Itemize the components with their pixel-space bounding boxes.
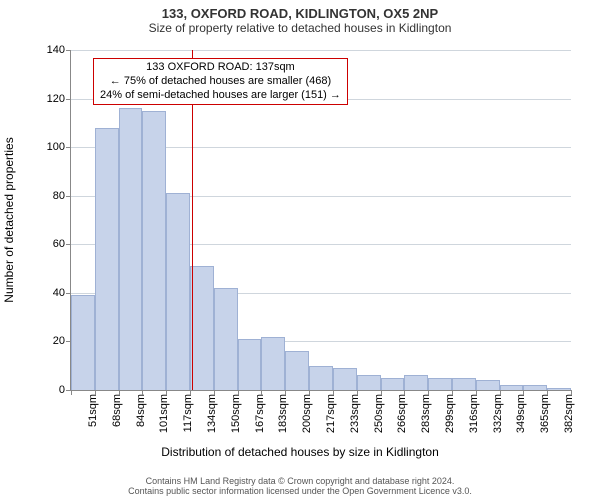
xtick-mark: [214, 390, 215, 395]
xtick-label: 150sqm: [230, 394, 242, 433]
histogram-bar: [214, 288, 238, 390]
xtick-mark: [357, 390, 358, 395]
xtick-mark: [404, 390, 405, 395]
xtick-label: 183sqm: [277, 394, 289, 433]
xtick-label: 68sqm: [111, 394, 123, 427]
histogram-bar: [166, 193, 190, 390]
ytick-label: 60: [53, 238, 71, 250]
xtick-mark: [571, 390, 572, 395]
histogram-bar: [285, 351, 309, 390]
xtick-mark: [309, 390, 310, 395]
xtick-mark: [119, 390, 120, 395]
xtick-label: 101sqm: [158, 394, 170, 433]
y-axis-title: Number of detached properties: [2, 137, 16, 302]
footer-line-2: Contains public sector information licen…: [0, 486, 600, 496]
xtick-mark: [142, 390, 143, 395]
histogram-bar: [333, 368, 357, 390]
annotation-line: ← 75% of detached houses are smaller (46…: [100, 75, 341, 89]
histogram-bar: [476, 380, 500, 390]
xtick-label: 365sqm: [539, 394, 551, 433]
x-axis-title: Distribution of detached houses by size …: [0, 445, 600, 459]
xtick-label: 233sqm: [349, 394, 361, 433]
xtick-mark: [190, 390, 191, 395]
annotation-line: 24% of semi-detached houses are larger (…: [100, 89, 341, 103]
histogram-bar: [547, 388, 571, 390]
ytick-label: 140: [47, 44, 71, 56]
histogram-bar: [119, 108, 143, 390]
xtick-mark: [428, 390, 429, 395]
footer-line-1: Contains HM Land Registry data © Crown c…: [0, 476, 600, 486]
xtick-label: 382sqm: [563, 394, 575, 433]
xtick-label: 200sqm: [301, 394, 313, 433]
xtick-mark: [333, 390, 334, 395]
xtick-label: 51sqm: [87, 394, 99, 427]
histogram-bar: [190, 266, 214, 390]
footer-attribution: Contains HM Land Registry data © Crown c…: [0, 476, 600, 496]
ytick-label: 80: [53, 190, 71, 202]
xtick-label: 316sqm: [468, 394, 480, 433]
xtick-mark: [166, 390, 167, 395]
histogram-bar: [142, 111, 166, 390]
ytick-label: 100: [47, 141, 71, 153]
xtick-mark: [238, 390, 239, 395]
xtick-mark: [523, 390, 524, 395]
xtick-label: 299sqm: [444, 394, 456, 433]
xtick-mark: [95, 390, 96, 395]
xtick-mark: [500, 390, 501, 395]
xtick-mark: [261, 390, 262, 395]
histogram-bar: [452, 378, 476, 390]
xtick-mark: [547, 390, 548, 395]
annotation-box: 133 OXFORD ROAD: 137sqm← 75% of detached…: [93, 58, 348, 105]
xtick-label: 84sqm: [135, 394, 147, 427]
xtick-mark: [476, 390, 477, 395]
xtick-label: 250sqm: [373, 394, 385, 433]
ytick-label: 40: [53, 287, 71, 299]
xtick-label: 283sqm: [420, 394, 432, 433]
histogram-bar: [357, 375, 381, 390]
ytick-label: 120: [47, 93, 71, 105]
histogram-bar: [523, 385, 547, 390]
xtick-label: 332sqm: [492, 394, 504, 433]
xtick-mark: [452, 390, 453, 395]
xtick-mark: [381, 390, 382, 395]
histogram-bar: [381, 378, 405, 390]
xtick-label: 349sqm: [515, 394, 527, 433]
chart-title-main: 133, OXFORD ROAD, KIDLINGTON, OX5 2NP: [0, 0, 600, 21]
histogram-bar: [404, 375, 428, 390]
xtick-mark: [71, 390, 72, 395]
xtick-label: 266sqm: [396, 394, 408, 433]
annotation-line: 133 OXFORD ROAD: 137sqm: [100, 61, 341, 75]
chart-title-sub: Size of property relative to detached ho…: [0, 21, 600, 35]
xtick-label: 167sqm: [254, 394, 266, 433]
xtick-label: 134sqm: [206, 394, 218, 433]
xtick-mark: [285, 390, 286, 395]
histogram-bar: [71, 295, 95, 390]
histogram-bar: [428, 378, 452, 390]
gridline: [71, 50, 571, 51]
xtick-label: 217sqm: [325, 394, 337, 433]
histogram-bar: [500, 385, 524, 390]
histogram-bar: [309, 366, 333, 390]
ytick-label: 20: [53, 335, 71, 347]
xtick-label: 117sqm: [182, 394, 194, 432]
histogram-bar: [238, 339, 262, 390]
ytick-label: 0: [59, 384, 71, 396]
histogram-bar: [95, 128, 119, 390]
histogram-bar: [261, 337, 285, 390]
